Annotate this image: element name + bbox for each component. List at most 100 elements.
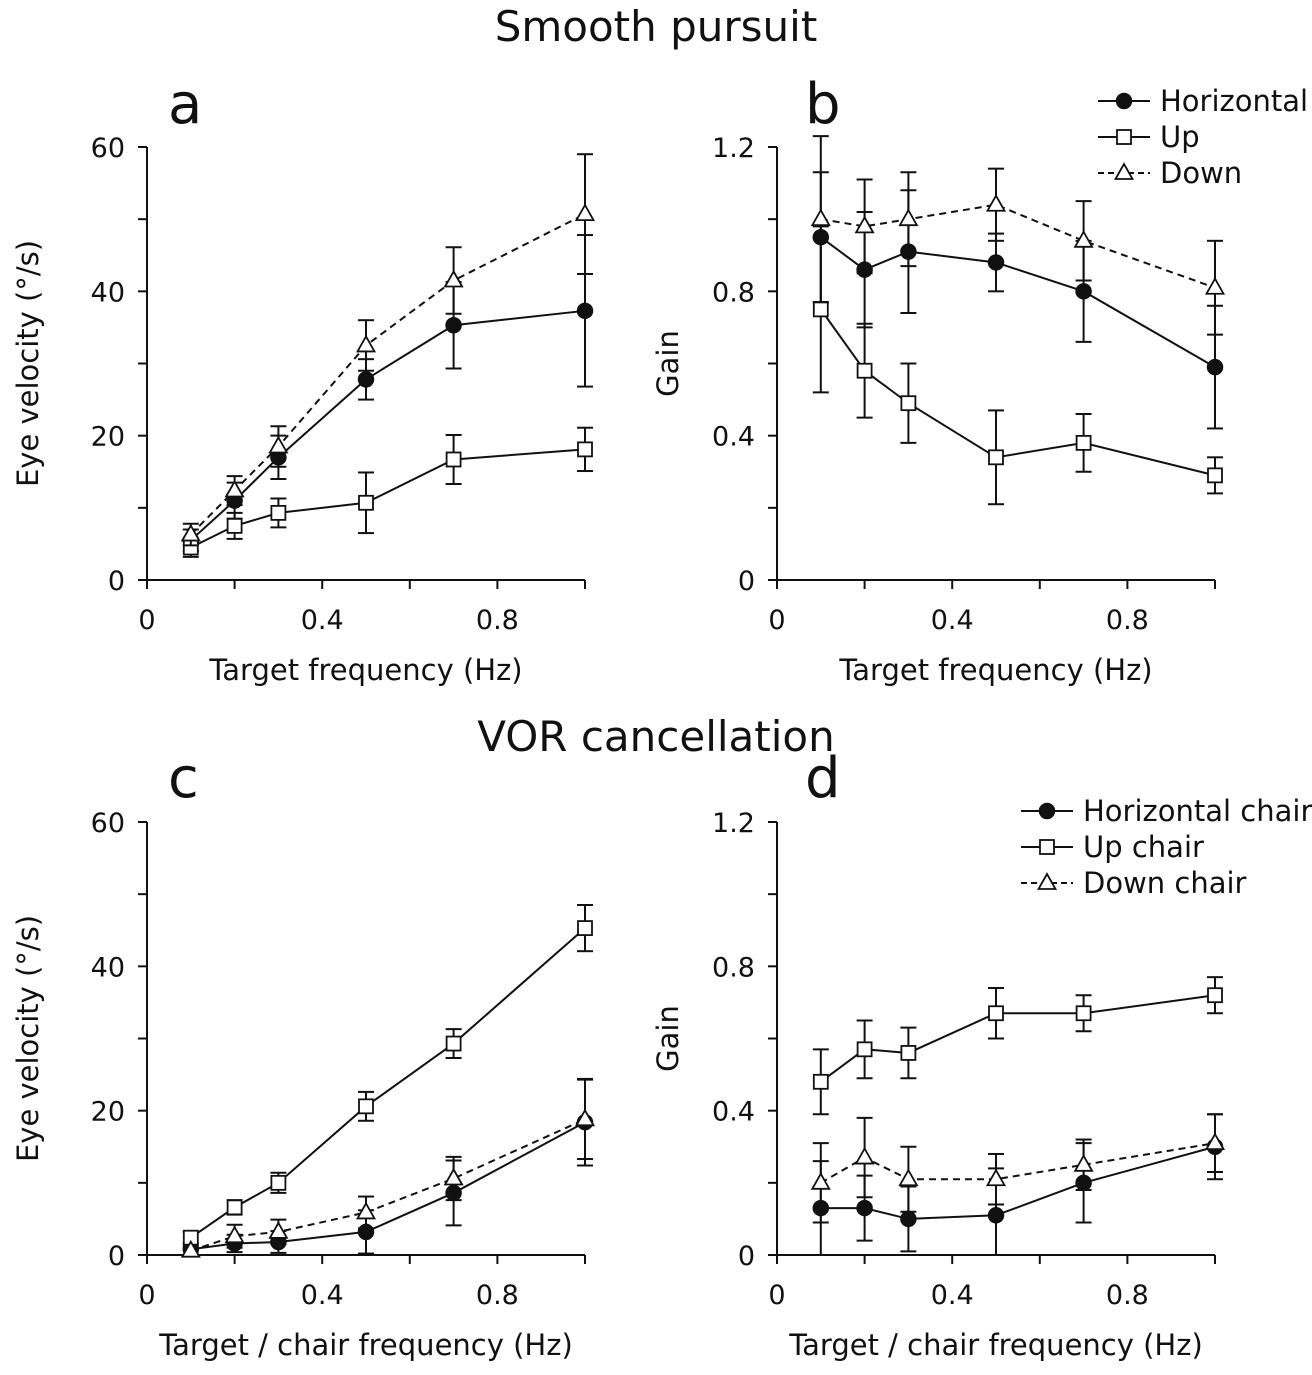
- data-point: [898, 208, 919, 227]
- legend-marker: [1036, 872, 1058, 890]
- data-point: [443, 1167, 464, 1186]
- y-tick-label: 1.2: [712, 808, 755, 839]
- x-axis-label: Target / chair frequency (Hz): [788, 1328, 1203, 1362]
- data-point: [810, 208, 831, 227]
- legend-label: Down chair: [1083, 866, 1247, 900]
- legend-marker: [1116, 129, 1132, 145]
- series-horizontal-chair: [812, 1113, 1224, 1256]
- data-point: [445, 451, 462, 468]
- figure-heading-top: Smooth pursuit: [494, 2, 818, 51]
- legend-label: Horizontal: [1160, 84, 1308, 118]
- y-tick-label: 0: [738, 566, 755, 597]
- y-tick-label: 20: [91, 1097, 125, 1128]
- data-point: [358, 494, 374, 511]
- x-tick-label: 0.4: [301, 1280, 344, 1311]
- data-point: [900, 395, 917, 412]
- data-point: [987, 1207, 1005, 1224]
- data-point: [270, 504, 287, 521]
- legend-marker: [1039, 839, 1055, 855]
- series-up-chair: [182, 903, 593, 1246]
- series-up: [812, 225, 1223, 506]
- series-line: [190, 1121, 586, 1251]
- legend-marker: [1113, 162, 1135, 180]
- data-point: [226, 1199, 243, 1216]
- y-tick-label: 0: [108, 566, 125, 597]
- data-point: [577, 441, 593, 458]
- series-line: [190, 927, 586, 1239]
- data-point: [1073, 229, 1094, 248]
- series-down: [180, 153, 596, 547]
- data-point: [1075, 283, 1092, 300]
- data-point: [985, 193, 1007, 212]
- data-point: [574, 1108, 596, 1127]
- x-tick-label: 0: [768, 1280, 785, 1311]
- y-tick-label: 0.8: [712, 277, 755, 308]
- x-tick-label: 0.8: [1106, 605, 1149, 636]
- panel-letter: c: [168, 746, 199, 811]
- data-point: [1075, 434, 1092, 451]
- y-tick-label: 0.4: [712, 1097, 755, 1128]
- y-tick-label: 60: [91, 133, 125, 164]
- series-up: [182, 426, 593, 558]
- data-point: [856, 362, 873, 379]
- panel-a-chart: a 0 20 40 60 0 0.4 0.8 Target frequency (Hz) Eye …: [11, 72, 596, 687]
- x-tick-label: 0: [768, 605, 785, 636]
- y-tick-label: 40: [91, 952, 125, 983]
- data-point: [270, 1174, 287, 1191]
- x-tick-label: 0.4: [931, 605, 974, 636]
- data-point: [1204, 276, 1226, 295]
- x-tick-label: 0.8: [1106, 1280, 1149, 1311]
- data-point: [987, 254, 1005, 271]
- x-axis-label: Target frequency (Hz): [208, 653, 522, 687]
- data-point: [985, 1168, 1007, 1187]
- series-horizontal-chair: [182, 1077, 594, 1258]
- panel-c-chart: c 0 20 40 60 0 0.4 0.8 Target / chair frequency …: [11, 746, 596, 1362]
- data-point: [856, 1041, 873, 1058]
- data-point: [268, 1221, 289, 1239]
- data-point: [1207, 467, 1223, 484]
- data-point: [355, 334, 377, 353]
- series-line: [190, 213, 586, 536]
- data-point: [1206, 358, 1224, 376]
- y-tick-label: 0.8: [712, 952, 755, 983]
- series-line: [820, 994, 1216, 1083]
- data-point: [854, 1146, 875, 1165]
- series-up-chair: [812, 976, 1223, 1116]
- data-point: [898, 1168, 919, 1187]
- data-point: [226, 517, 243, 534]
- data-point: [810, 1172, 831, 1190]
- y-axis-label: Eye velocity (°/s): [11, 240, 45, 487]
- data-point: [224, 1225, 245, 1244]
- y-tick-label: 0.4: [712, 422, 755, 453]
- legend-label: Horizontal chair: [1083, 794, 1312, 828]
- data-point: [574, 203, 596, 222]
- x-tick-label: 0.4: [301, 605, 344, 636]
- panel-letter: a: [168, 72, 202, 137]
- data-point: [988, 449, 1004, 466]
- data-point: [1207, 987, 1223, 1004]
- y-axis-label: Eye velocity (°/s): [11, 915, 45, 1162]
- x-tick-label: 0.4: [931, 1280, 974, 1311]
- data-point: [224, 479, 245, 498]
- x-axis-label: Target frequency (Hz): [838, 653, 1152, 687]
- legend-label: Up chair: [1083, 830, 1204, 864]
- data-point: [268, 435, 289, 454]
- data-point: [1204, 1132, 1226, 1151]
- series-line: [190, 448, 586, 549]
- data-point: [577, 920, 593, 936]
- panel-d-chart: d 0 0.4 0.8 1.2 0 0.4 0.8 Target / chair frequen…: [651, 746, 1312, 1362]
- series-line: [190, 309, 586, 542]
- y-tick-label: 0: [108, 1241, 125, 1272]
- data-point: [355, 1201, 377, 1220]
- panel-b-chart: b 0 0.4 0.8 1.2 0 0.4 0.8 Target frequency (Hz) G…: [651, 72, 1308, 687]
- legend-marker: [1115, 92, 1133, 110]
- data-point: [900, 1045, 917, 1061]
- data-point: [576, 302, 594, 320]
- x-axis-label: Target / chair frequency (Hz): [158, 1328, 573, 1362]
- series-line: [820, 203, 1216, 289]
- series-horizontal: [182, 234, 594, 553]
- series-down-chair: [180, 1078, 596, 1258]
- data-point: [1073, 1153, 1094, 1172]
